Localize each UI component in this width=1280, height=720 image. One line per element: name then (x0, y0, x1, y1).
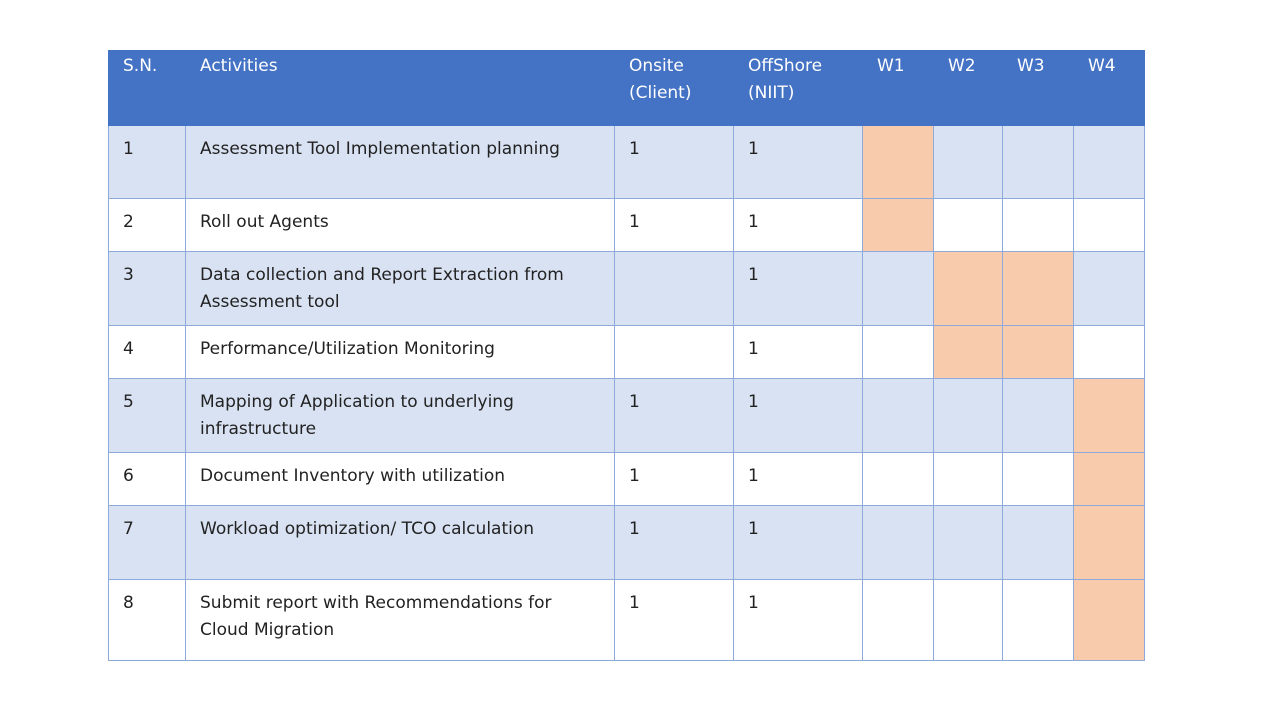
offshore-cell: 1 (733, 505, 863, 580)
onsite-cell: 1 (614, 378, 734, 453)
sn-cell: 1 (108, 125, 186, 199)
onsite-cell (614, 251, 734, 326)
week-cell (1002, 378, 1074, 453)
activity-cell: Performance/Utilization Monitoring (185, 325, 615, 379)
week-cell (933, 198, 1003, 252)
sn-cell: 6 (108, 452, 186, 506)
activity-cell: Workload optimization/ TCO calculation (185, 505, 615, 580)
week-cell (1073, 452, 1145, 506)
header-row: S.N. Activities Onsite (Client) OffShore (N… (108, 50, 1145, 126)
sn-cell: 5 (108, 378, 186, 453)
offshore-cell: 1 (733, 198, 863, 252)
activity-cell: Mapping of Application to underlying inf… (185, 378, 615, 453)
week-cell (1073, 198, 1145, 252)
onsite-cell: 1 (614, 579, 734, 661)
week-cell (1002, 125, 1074, 199)
activity-cell: Document Inventory with utilization (185, 452, 615, 506)
week-cell (933, 579, 1003, 661)
week-cell (933, 325, 1003, 379)
offshore-cell: 1 (733, 251, 863, 326)
week-cell (862, 325, 934, 379)
week-cell (862, 198, 934, 252)
onsite-cell (614, 325, 734, 379)
table-row: 6 Document Inventory with utilization 1 1 (108, 452, 1145, 506)
week-cell (1002, 579, 1074, 661)
sn-cell: 8 (108, 579, 186, 661)
week-cell (1073, 251, 1145, 326)
week-cell (933, 378, 1003, 453)
table-row: 1 Assessment Tool Implementation planning… (108, 125, 1145, 199)
table-row: 5 Mapping of Application to underlying in… (108, 378, 1145, 453)
header-cell: OffShore (NIIT) (733, 50, 863, 126)
week-cell (862, 452, 934, 506)
week-cell (1002, 505, 1074, 580)
header-cell: W4 (1073, 50, 1145, 126)
week-cell (1002, 325, 1074, 379)
header-cell: Onsite (Client) (614, 50, 734, 126)
week-cell (933, 125, 1003, 199)
week-cell (862, 579, 934, 661)
week-cell (1002, 251, 1074, 326)
table-row: 7 Workload optimization/ TCO calculation 1… (108, 505, 1145, 580)
onsite-cell: 1 (614, 505, 734, 580)
week-cell (1073, 125, 1145, 199)
header-cell: Activities (185, 50, 615, 126)
activity-cell: Roll out Agents (185, 198, 615, 252)
week-cell (862, 378, 934, 453)
offshore-cell: 1 (733, 452, 863, 506)
table-row: 4 Performance/Utilization Monitoring 1 (108, 325, 1145, 379)
week-cell (862, 125, 934, 199)
schedule-table: S.N. Activities Onsite (Client) OffShore (N… (108, 50, 1145, 661)
header-cell: W3 (1002, 50, 1074, 126)
offshore-cell: 1 (733, 125, 863, 199)
header-cell: S.N. (108, 50, 186, 126)
sn-cell: 7 (108, 505, 186, 580)
week-cell (1073, 325, 1145, 379)
week-cell (1073, 505, 1145, 580)
sn-cell: 4 (108, 325, 186, 379)
activity-cell: Submit report with Recommendations for C… (185, 579, 615, 661)
week-cell (1073, 378, 1145, 453)
table-row: 3 Data collection and Report Extraction f… (108, 251, 1145, 326)
sn-cell: 3 (108, 251, 186, 326)
onsite-cell: 1 (614, 125, 734, 199)
table-row: 2 Roll out Agents 1 1 (108, 198, 1145, 252)
week-cell (862, 505, 934, 580)
table-row: 8 Submit report with Recommendations for … (108, 579, 1145, 661)
offshore-cell: 1 (733, 325, 863, 379)
week-cell (933, 505, 1003, 580)
onsite-cell: 1 (614, 452, 734, 506)
header-cell: W2 (933, 50, 1003, 126)
week-cell (862, 251, 934, 326)
offshore-cell: 1 (733, 378, 863, 453)
activity-cell: Assessment Tool Implementation planning (185, 125, 615, 199)
week-cell (1002, 198, 1074, 252)
week-cell (1002, 452, 1074, 506)
week-cell (1073, 579, 1145, 661)
sn-cell: 2 (108, 198, 186, 252)
activity-cell: Data collection and Report Extraction fr… (185, 251, 615, 326)
onsite-cell: 1 (614, 198, 734, 252)
week-cell (933, 251, 1003, 326)
offshore-cell: 1 (733, 579, 863, 661)
week-cell (933, 452, 1003, 506)
header-cell: W1 (862, 50, 934, 126)
